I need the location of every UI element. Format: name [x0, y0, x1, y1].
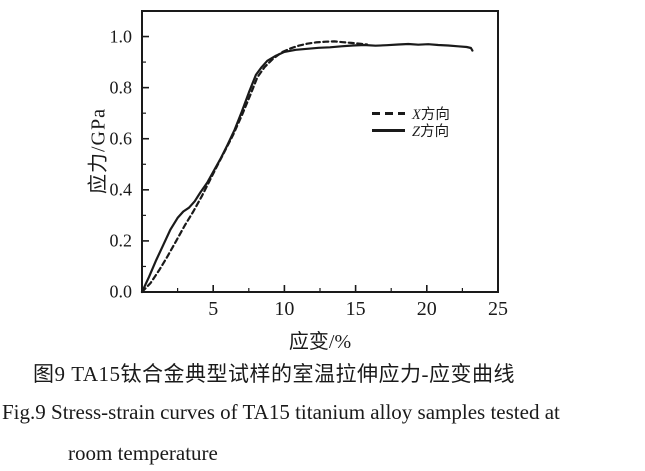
plot-frame: [141, 10, 499, 293]
figure-caption: 图9 TA15钛合金典型试样的室温拉伸应力-应变曲线 Fig.9 Stress-…: [0, 352, 645, 471]
y-tick-label: 0.4: [109, 179, 133, 200]
x-tick-label: 5: [208, 298, 219, 320]
x-tick-label: 10: [274, 298, 295, 320]
x-tick-labels: 5 10 15 20 25: [0, 298, 645, 326]
x-tick-label: 15: [345, 298, 366, 320]
y-tick-labels: 0.0 0.2 0.4 0.6 0.8 1.0: [80, 0, 136, 352]
y-tick-label: 0.2: [109, 230, 133, 251]
caption-english-line1: Fig.9 Stress-strain curves of TA15 titan…: [2, 400, 560, 424]
y-tick-label: 1.0: [109, 26, 133, 47]
y-tick-label: 0.8: [109, 77, 133, 98]
legend: X方向 Z方向: [372, 105, 450, 140]
x-tick-label: 20: [416, 298, 437, 320]
legend-label: Z方向: [412, 123, 450, 140]
legend-label: X方向: [412, 106, 450, 123]
legend-item: Z方向: [372, 122, 450, 140]
caption-english-line2: room temperature: [68, 441, 218, 465]
z-direction-curve: [140, 42, 474, 294]
y-tick-label: 0.0: [109, 281, 133, 302]
dashed-line-sample: [372, 111, 405, 115]
stress-strain-chart: 应力/GPa 应变/% 0.0 0.2 0.4 0.6 0.8 1.0 5 10 15 20 25…: [0, 0, 645, 353]
caption-chinese: 图9 TA15钛合金典型试样的室温拉伸应力-应变曲线: [33, 362, 516, 386]
legend-item: X方向: [372, 105, 450, 123]
x-axis-title: 应变/%: [288, 331, 352, 353]
x-tick-label: 25: [488, 298, 508, 320]
x-direction-curve: [140, 40, 369, 294]
y-tick-label: 0.6: [109, 128, 133, 149]
solid-line-sample: [372, 128, 405, 132]
plot-canvas: [140, 10, 499, 294]
